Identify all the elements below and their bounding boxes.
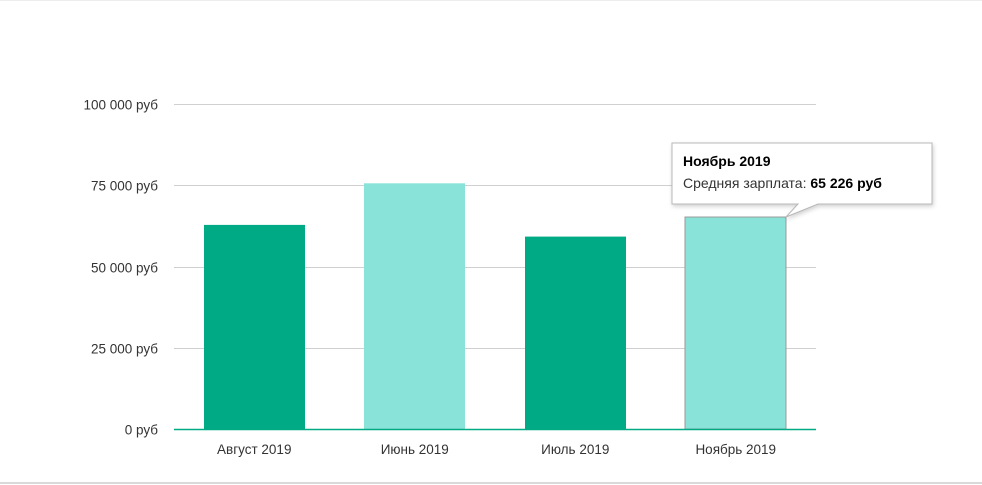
bar[interactable] xyxy=(525,236,626,429)
x-tick-label: Август 2019 xyxy=(217,442,291,457)
y-tick-label: 50 000 руб xyxy=(91,261,158,276)
x-tick-label: Ноябрь 2019 xyxy=(695,442,776,457)
tooltip: Ноябрь 2019 Средняя зарплата: 65 226 руб xyxy=(671,142,933,218)
y-axis-labels: 0 руб 25 000 руб 50 000 руб 75 000 руб 100 0… xyxy=(83,98,158,438)
y-tick-label: 75 000 руб xyxy=(91,179,158,194)
y-tick-label: 0 руб xyxy=(125,423,159,438)
bar[interactable] xyxy=(684,216,787,430)
tooltip-box xyxy=(671,142,933,218)
tooltip-value: 65 226 руб xyxy=(810,175,882,191)
x-axis-labels: Август 2019 Июнь 2019 Июль 2019 Ноябрь 2019 xyxy=(217,442,776,457)
x-tick-label: Июль 2019 xyxy=(541,442,609,457)
tooltip-label: Средняя зарплата: xyxy=(683,175,810,191)
tooltip-line: Средняя зарплата: 65 226 руб xyxy=(683,175,882,191)
bars xyxy=(204,183,787,430)
y-tick-label: 25 000 руб xyxy=(91,342,158,357)
bar[interactable] xyxy=(204,224,305,429)
tooltip-title: Ноябрь 2019 xyxy=(683,153,771,169)
x-tick-label: Июнь 2019 xyxy=(381,442,449,457)
bar[interactable] xyxy=(364,183,465,429)
y-tick-label: 100 000 руб xyxy=(83,98,158,113)
